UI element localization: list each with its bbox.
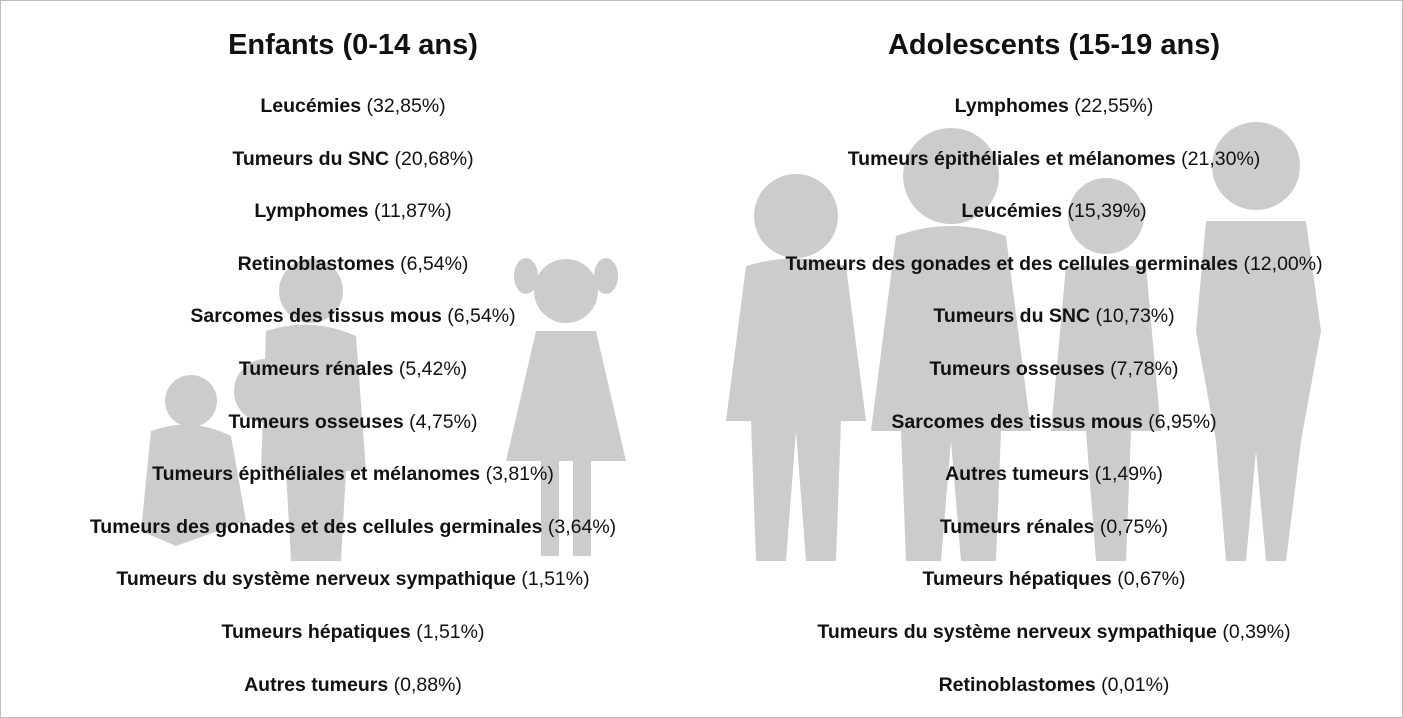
- item-value: (6,54%): [400, 252, 469, 275]
- item-value: (3,64%): [547, 515, 617, 538]
- item-value: (21,30%): [1181, 147, 1261, 170]
- list-item: Tumeurs osseuses (7,78%): [704, 357, 1402, 381]
- list-item: Autres tumeurs (1,49%): [704, 462, 1402, 486]
- item-label: Tumeurs du SNC: [933, 305, 1091, 328]
- item-label: Autres tumeurs: [244, 673, 389, 696]
- item-value: (20,68%): [394, 147, 474, 170]
- list-item: Tumeurs du système nerveux sympathique (…: [3, 567, 703, 591]
- list-item: Autres tumeurs (0,88%): [3, 673, 703, 697]
- list-item: Lymphomes (22,55%): [704, 94, 1402, 118]
- item-value: (10,73%): [1095, 305, 1175, 328]
- item-value: (4,75%): [409, 410, 478, 433]
- column-title: Adolescents (15-19 ans): [887, 29, 1220, 61]
- item-label: Lymphomes: [954, 95, 1069, 117]
- item-label: Tumeurs osseuses: [228, 410, 404, 433]
- item-value: (22,55%): [1074, 95, 1154, 117]
- list-item: Tumeurs rénales (5,42%): [3, 357, 703, 381]
- item-value: (0,75%): [1099, 515, 1169, 538]
- list-item: Tumeurs du système nerveux sympathique (…: [704, 620, 1402, 644]
- item-label: Leucémies: [260, 95, 362, 117]
- item-label: Tumeurs du système nerveux sympathique: [817, 621, 1217, 643]
- item-value: (11,87%): [373, 200, 452, 223]
- list-item: Tumeurs hépatiques (1,51%): [3, 620, 703, 644]
- item-label: Retinoblastomes: [938, 673, 1096, 696]
- item-label: Tumeurs du système nerveux sympathique: [116, 568, 516, 591]
- item-value: (12,00%): [1243, 252, 1323, 275]
- item-value: (6,54%): [447, 305, 516, 328]
- item-value: (32,85%): [366, 95, 446, 117]
- item-value: (5,42%): [398, 358, 468, 380]
- item-label: Tumeurs osseuses: [929, 358, 1105, 380]
- item-value: (6,95%): [1148, 410, 1217, 433]
- list-item: Sarcomes des tissus mous (6,95%): [704, 410, 1402, 434]
- item-label: Tumeurs épithéliales et mélanomes: [847, 147, 1176, 170]
- list-item: Tumeurs des gonades et des cellules germ…: [704, 252, 1402, 276]
- item-value: (1,49%): [1094, 463, 1163, 486]
- list-item: Tumeurs épithéliales et mélanomes (3,81%…: [3, 462, 703, 486]
- item-label: Tumeurs des gonades et des cellules germ…: [89, 515, 543, 538]
- item-label: Tumeurs rénales: [238, 358, 394, 380]
- item-value: (1,51%): [416, 621, 485, 643]
- list-item: Tumeurs du SNC (10,73%): [704, 304, 1402, 328]
- list-item: Tumeurs du SNC (20,68%): [3, 147, 703, 171]
- list-item: Tumeurs épithéliales et mélanomes (21,30…: [704, 147, 1402, 171]
- item-value: (15,39%): [1067, 200, 1147, 223]
- item-label: Sarcomes des tissus mous: [190, 305, 442, 328]
- list-item: Retinoblastomes (6,54%): [3, 252, 703, 276]
- item-label: Tumeurs rénales: [939, 515, 1095, 538]
- item-value: (7,78%): [1110, 358, 1179, 380]
- list-item: Tumeurs des gonades et des cellules germ…: [3, 515, 703, 539]
- list-item: Tumeurs hépatiques (0,67%): [704, 567, 1402, 591]
- item-label: Sarcomes des tissus mous: [891, 410, 1143, 433]
- column-title: Enfants (0-14 ans): [228, 29, 478, 61]
- item-label: Tumeurs hépatiques: [922, 568, 1112, 591]
- item-value: (0,01%): [1101, 673, 1170, 696]
- item-value: (0,67%): [1117, 568, 1186, 591]
- item-label: Lymphomes: [254, 200, 369, 223]
- item-value: (3,81%): [485, 463, 554, 486]
- list-item: Leucémies (15,39%): [704, 199, 1402, 223]
- item-label: Tumeurs hépatiques: [221, 621, 411, 643]
- list-item: Lymphomes (11,87%): [3, 199, 703, 223]
- item-value: (1,51%): [521, 568, 590, 591]
- item-label: Leucémies: [961, 200, 1063, 223]
- list-item: Tumeurs osseuses (4,75%): [3, 410, 703, 434]
- list-item: Leucémies (32,85%): [3, 94, 703, 118]
- item-value: (0,39%): [1222, 621, 1291, 643]
- item-label: Autres tumeurs: [945, 463, 1090, 486]
- item-label: Tumeurs du SNC: [232, 147, 390, 170]
- item-value: (0,88%): [393, 673, 462, 696]
- item-label: Tumeurs des gonades et des cellules germ…: [785, 252, 1239, 275]
- item-label: Retinoblastomes: [237, 252, 395, 275]
- list-item: Tumeurs rénales (0,75%): [704, 515, 1402, 539]
- list-item: Retinoblastomes (0,01%): [704, 673, 1402, 697]
- item-label: Tumeurs épithéliales et mélanomes: [152, 463, 481, 486]
- list-item: Sarcomes des tissus mous (6,54%): [3, 304, 703, 328]
